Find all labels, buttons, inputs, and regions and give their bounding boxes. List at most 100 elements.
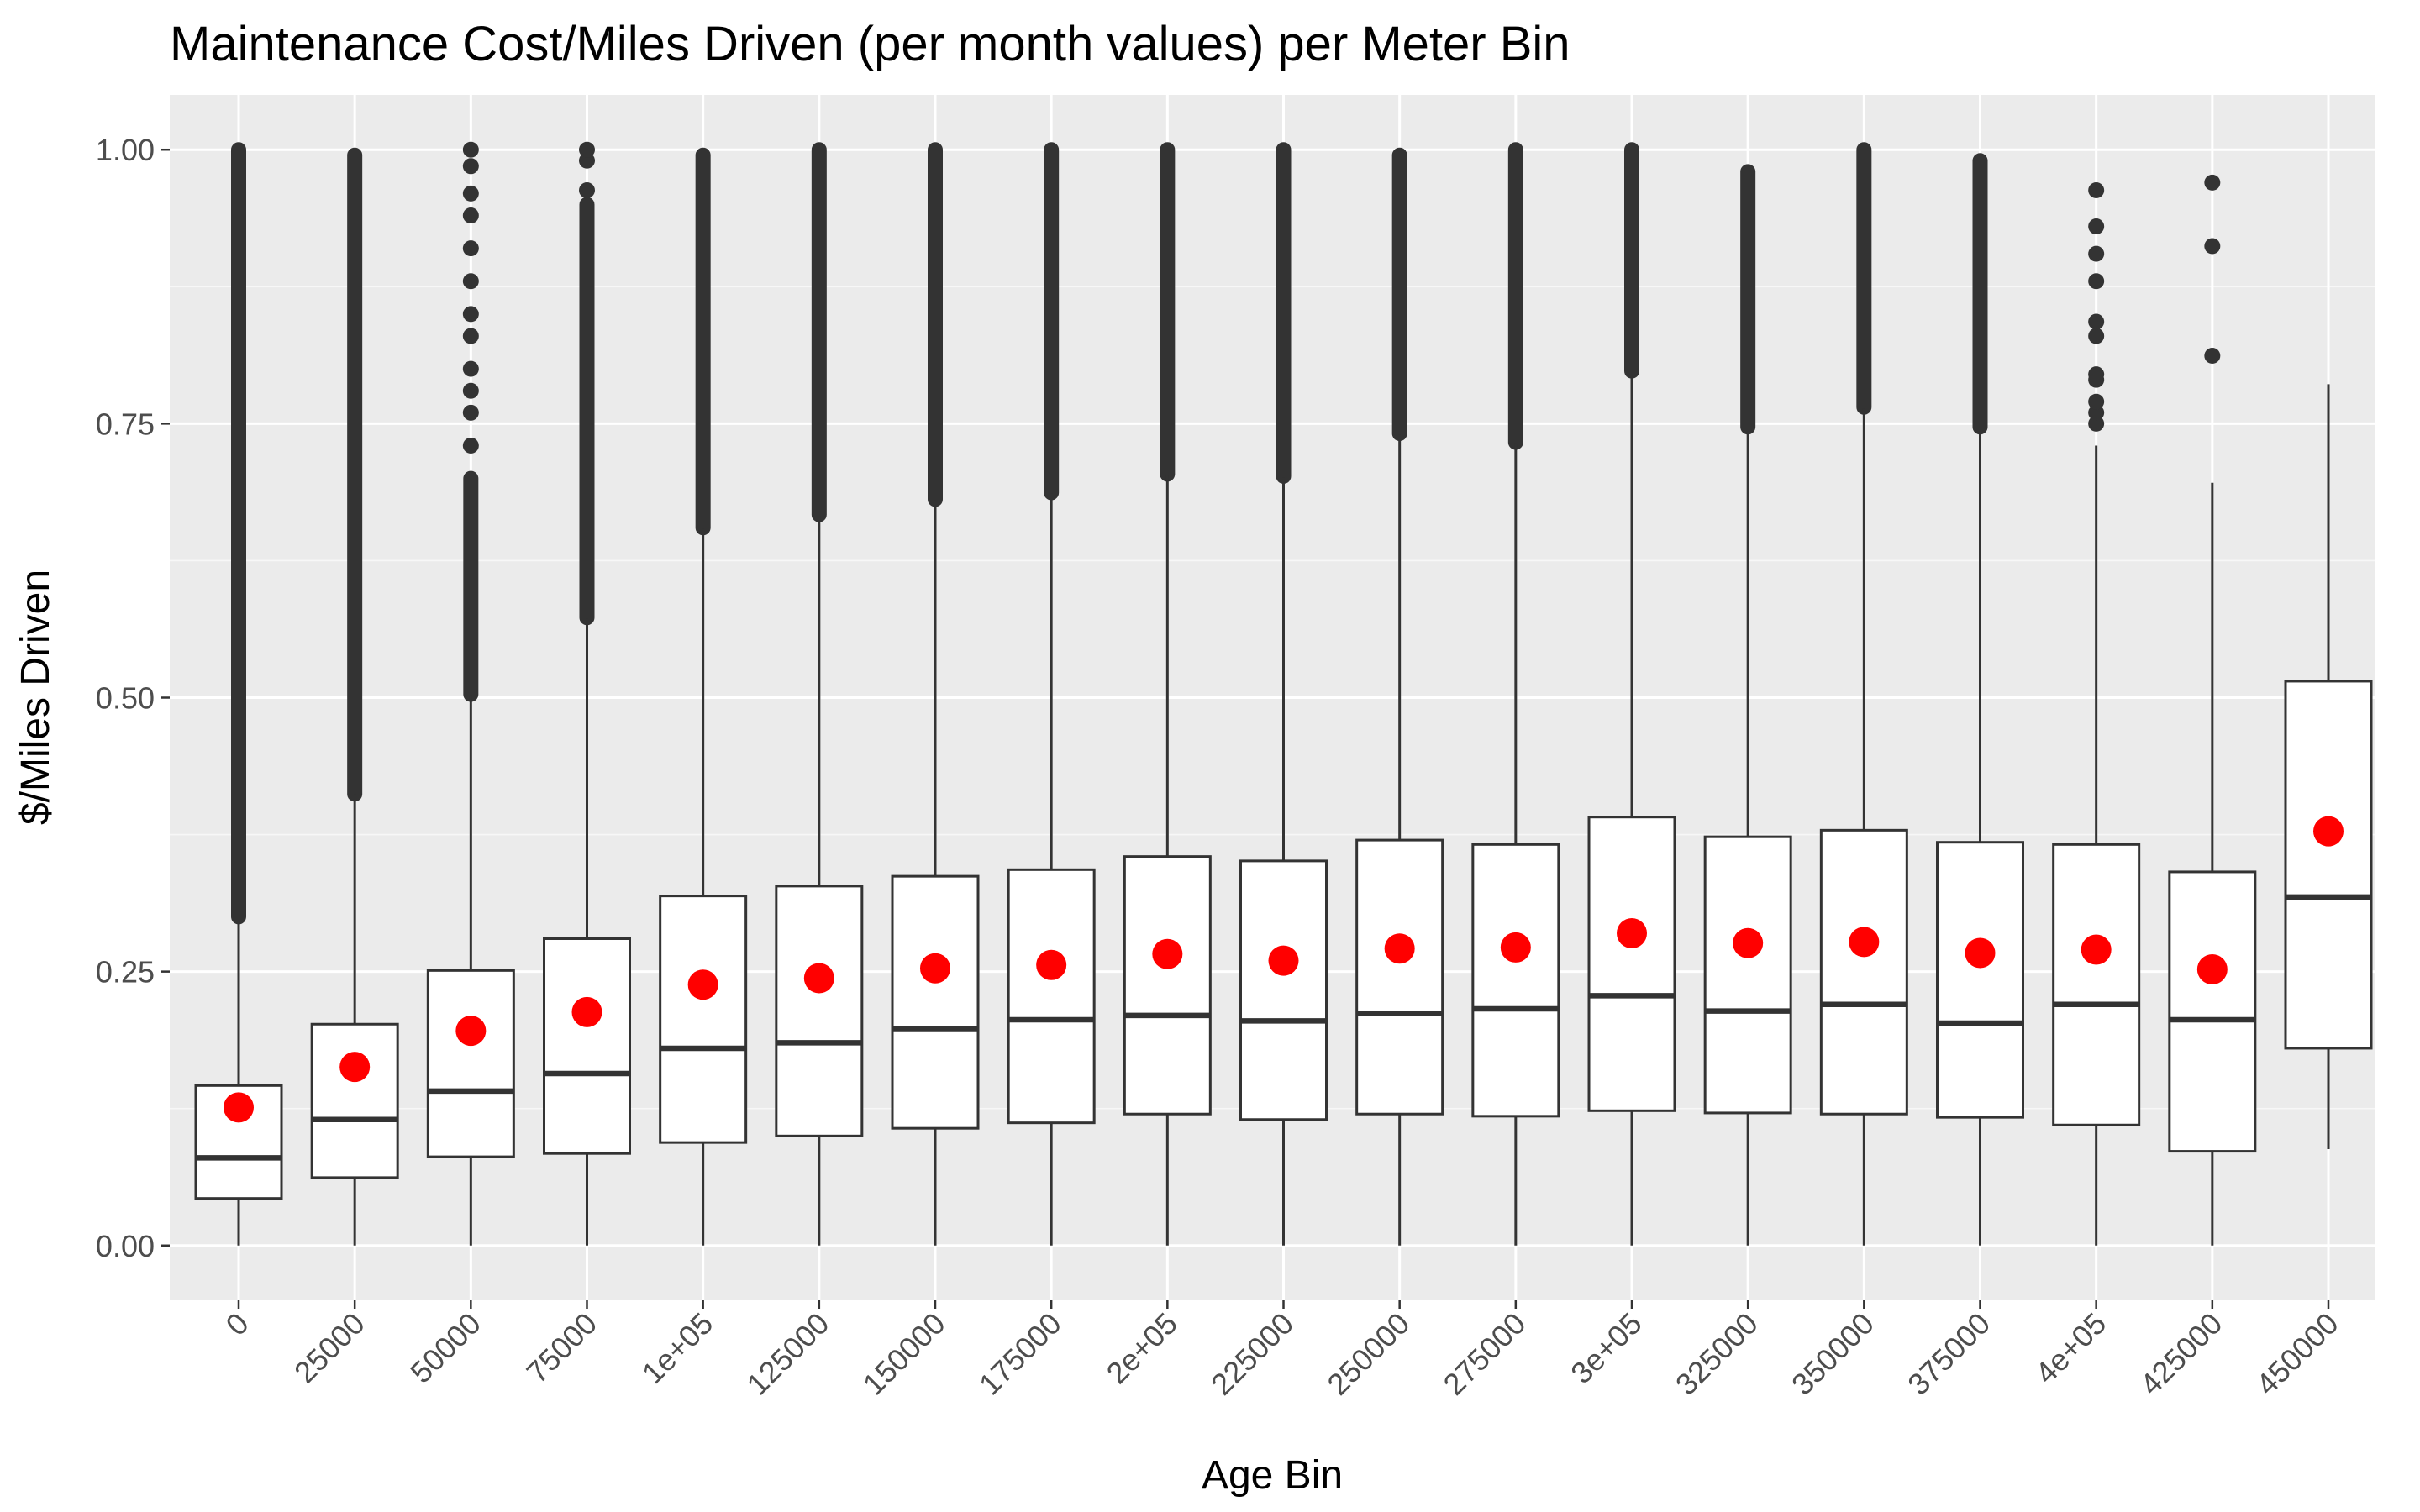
outlier-point <box>462 382 479 399</box>
outlier-band <box>1856 142 1872 415</box>
outlier-point <box>462 273 479 290</box>
mean-point <box>224 1092 254 1123</box>
outlier-point <box>2088 404 2105 421</box>
box-1e+05 <box>659 147 748 1246</box>
outlier-band <box>1276 142 1292 484</box>
iqr-box <box>194 1084 283 1200</box>
box-350000 <box>1819 142 1908 1246</box>
iqr-box <box>1239 859 1328 1121</box>
iqr-box <box>775 885 864 1137</box>
mean-point <box>1036 949 1067 980</box>
box-series <box>194 141 2373 1246</box>
box-50000 <box>426 141 515 1246</box>
x-tick-label: 75000 <box>519 1306 603 1390</box>
outlier-point <box>2204 174 2221 191</box>
x-tick-label: 25000 <box>287 1306 371 1390</box>
iqr-box <box>659 895 748 1144</box>
outlier-point <box>2088 273 2105 290</box>
outlier-point <box>2088 328 2105 344</box>
outlier-point <box>462 306 479 323</box>
mean-point <box>2196 954 2228 985</box>
x-tick-label: 225000 <box>1204 1306 1300 1402</box>
iqr-box <box>310 1022 399 1179</box>
mean-point <box>455 1016 487 1047</box>
outlier-band <box>347 147 363 802</box>
x-tick-label: 150000 <box>856 1306 952 1402</box>
outlier-point <box>462 141 479 158</box>
mean-point <box>1384 933 1415 964</box>
outlier-point <box>2088 181 2105 198</box>
iqr-box <box>1936 841 2024 1119</box>
x-tick-label: 450000 <box>2249 1306 2345 1402</box>
outlier-band <box>1740 164 1756 435</box>
box-2e+05 <box>1123 142 1212 1246</box>
y-tick-label: 0.25 <box>96 955 155 990</box>
y-axis: 0.00 0.25 0.50 0.75 1.00 <box>96 133 170 1263</box>
box-175000 <box>1007 142 1096 1246</box>
iqr-box <box>1123 855 1212 1116</box>
y-tick-label: 0.75 <box>96 407 155 441</box>
outlier-point <box>2088 415 2105 432</box>
box-75000 <box>543 141 631 1246</box>
box-250000 <box>1355 147 1444 1246</box>
outlier-point <box>2088 366 2105 383</box>
box-150000 <box>891 142 980 1246</box>
box-375000 <box>1936 153 2024 1246</box>
outlier-point <box>2088 393 2105 410</box>
x-tick-label: 50000 <box>403 1306 487 1390</box>
iqr-box <box>2168 870 2257 1153</box>
outlier-point <box>579 152 595 169</box>
x-axis-title: Age Bin <box>1202 1453 1343 1498</box>
outlier-point <box>579 181 595 198</box>
iqr-box <box>1471 843 1560 1118</box>
outlier-band <box>1044 142 1060 501</box>
outlier-point <box>462 207 479 223</box>
outlier-band <box>1160 142 1176 482</box>
x-tick-label: 425000 <box>2133 1306 2229 1402</box>
mean-point <box>571 996 602 1027</box>
mean-point <box>2081 934 2112 965</box>
box-125000 <box>775 142 864 1246</box>
iqr-box <box>1819 828 1908 1116</box>
outlier-point <box>462 404 479 421</box>
outlier-point <box>462 360 479 377</box>
y-tick-label: 0.00 <box>96 1229 155 1263</box>
outlier-band <box>231 142 246 925</box>
x-tick-label: 4e+05 <box>2028 1306 2112 1390</box>
mean-point <box>1268 945 1299 976</box>
x-tick-label: 325000 <box>1669 1306 1765 1402</box>
outlier-point <box>462 158 479 175</box>
outlier-band <box>1392 147 1407 442</box>
box-325000 <box>1703 164 1792 1246</box>
outlier-band <box>579 197 595 626</box>
iqr-box <box>2284 680 2373 1050</box>
outlier-point <box>462 185 479 202</box>
box-25000 <box>310 147 399 1246</box>
outlier-band <box>463 470 479 702</box>
x-tick-label: 1e+05 <box>635 1306 719 1390</box>
chart-title: Maintenance Cost/Miles Driven (per month… <box>170 17 1570 71</box>
outlier-band <box>695 147 711 536</box>
outlier-point <box>462 240 479 257</box>
x-tick-label: 3e+05 <box>1564 1306 1648 1390</box>
iqr-box <box>543 937 631 1155</box>
box-4e+05 <box>2052 181 2141 1246</box>
y-tick-label: 1.00 <box>96 133 155 167</box>
y-axis-title: $/Miles Driven <box>13 570 58 825</box>
x-tick-label: 375000 <box>1901 1306 1996 1402</box>
outlier-point <box>579 141 595 158</box>
box-275000 <box>1471 142 1560 1246</box>
outlier-band <box>928 142 943 507</box>
x-tick-label: 350000 <box>1785 1306 1881 1402</box>
mean-point <box>1152 938 1183 969</box>
mean-point <box>1849 927 1880 958</box>
iqr-box <box>1703 835 1792 1115</box>
outlier-point <box>2088 245 2105 262</box>
box-450000 <box>2284 384 2373 1149</box>
outlier-band <box>1507 142 1523 450</box>
iqr-box <box>426 969 515 1158</box>
outlier-point <box>462 437 479 454</box>
box-225000 <box>1239 142 1328 1246</box>
mean-point <box>687 969 718 1000</box>
outlier-point <box>2204 347 2221 364</box>
